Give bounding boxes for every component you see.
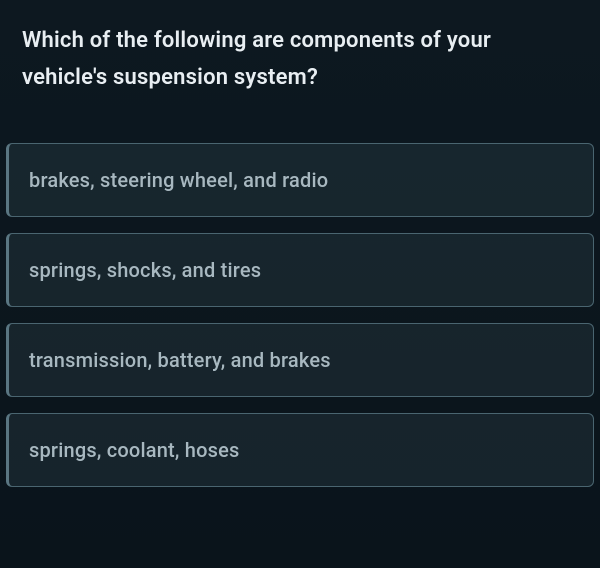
- option-1[interactable]: springs, shocks, and tires: [6, 233, 594, 307]
- option-0[interactable]: brakes, steering wheel, and radio: [6, 143, 594, 217]
- question-text: Which of the following are components of…: [22, 22, 578, 97]
- option-label: brakes, steering wheel, and radio: [29, 168, 573, 192]
- option-label: springs, shocks, and tires: [29, 258, 573, 282]
- options-container: brakes, steering wheel, and radio spring…: [0, 143, 600, 487]
- question-container: Which of the following are components of…: [0, 0, 600, 97]
- option-3[interactable]: springs, coolant, hoses: [6, 413, 594, 487]
- option-label: transmission, battery, and brakes: [29, 348, 573, 372]
- option-2[interactable]: transmission, battery, and brakes: [6, 323, 594, 397]
- option-label: springs, coolant, hoses: [29, 438, 573, 462]
